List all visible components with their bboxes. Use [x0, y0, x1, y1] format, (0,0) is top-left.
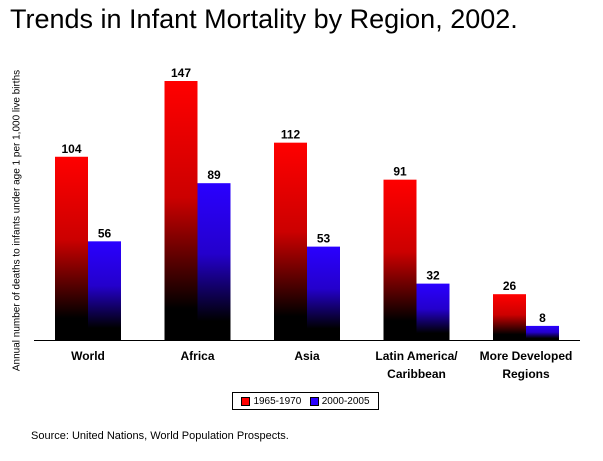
- legend-label-series-1: 1965-1970: [253, 395, 302, 407]
- legend-swatch-series-2: [309, 396, 319, 406]
- bar-series-1-cat-1: [55, 156, 88, 340]
- bar-series-2-cat-3: [307, 246, 340, 340]
- value-label-series-2-cat-2: 89: [207, 168, 221, 182]
- source-note: Source: United Nations, World Population…: [31, 430, 289, 442]
- category-label-1: World: [71, 349, 105, 363]
- value-label-series-2-cat-4: 32: [426, 269, 440, 283]
- category-label-2: Africa: [180, 349, 214, 363]
- category-label-3: Asia: [294, 349, 320, 363]
- chart-legend: 1965-1970 2000-2005: [232, 392, 379, 410]
- legend-item-series-2: 2000-2005: [309, 395, 370, 407]
- category-label-4: Latin America/Caribbean: [375, 349, 458, 381]
- legend-swatch-series-1: [241, 396, 251, 406]
- bar-series-1-cat-2: [164, 81, 198, 340]
- bar-series-1-cat-4: [383, 179, 417, 340]
- value-label-series-2-cat-3: 53: [317, 232, 331, 246]
- legend-label-series-2: 2000-2005: [321, 395, 370, 407]
- value-label-series-1-cat-5: 26: [503, 279, 517, 293]
- value-label-series-1-cat-4: 91: [393, 165, 407, 179]
- value-label-series-1-cat-2: 147: [171, 66, 191, 80]
- bar-series-2-cat-5: [526, 325, 559, 340]
- chart-title: Trends in Infant Mortality by Region, 20…: [10, 4, 518, 34]
- value-label-series-1-cat-1: 104: [61, 142, 81, 156]
- value-label-series-1-cat-3: 112: [281, 128, 301, 142]
- bar-series-2-cat-2: [197, 183, 231, 340]
- bar-series-1-cat-5: [493, 294, 526, 340]
- bar-series-2-cat-1: [88, 241, 121, 340]
- bar-series-1-cat-3: [274, 142, 307, 340]
- legend-item-series-1: 1965-1970: [241, 396, 301, 407]
- value-label-series-2-cat-1: 56: [98, 226, 112, 240]
- category-label-5: More Developed Regions: [480, 349, 573, 381]
- bar-series-2-cat-4: [416, 283, 450, 340]
- value-label-series-2-cat-5: 8: [539, 311, 546, 325]
